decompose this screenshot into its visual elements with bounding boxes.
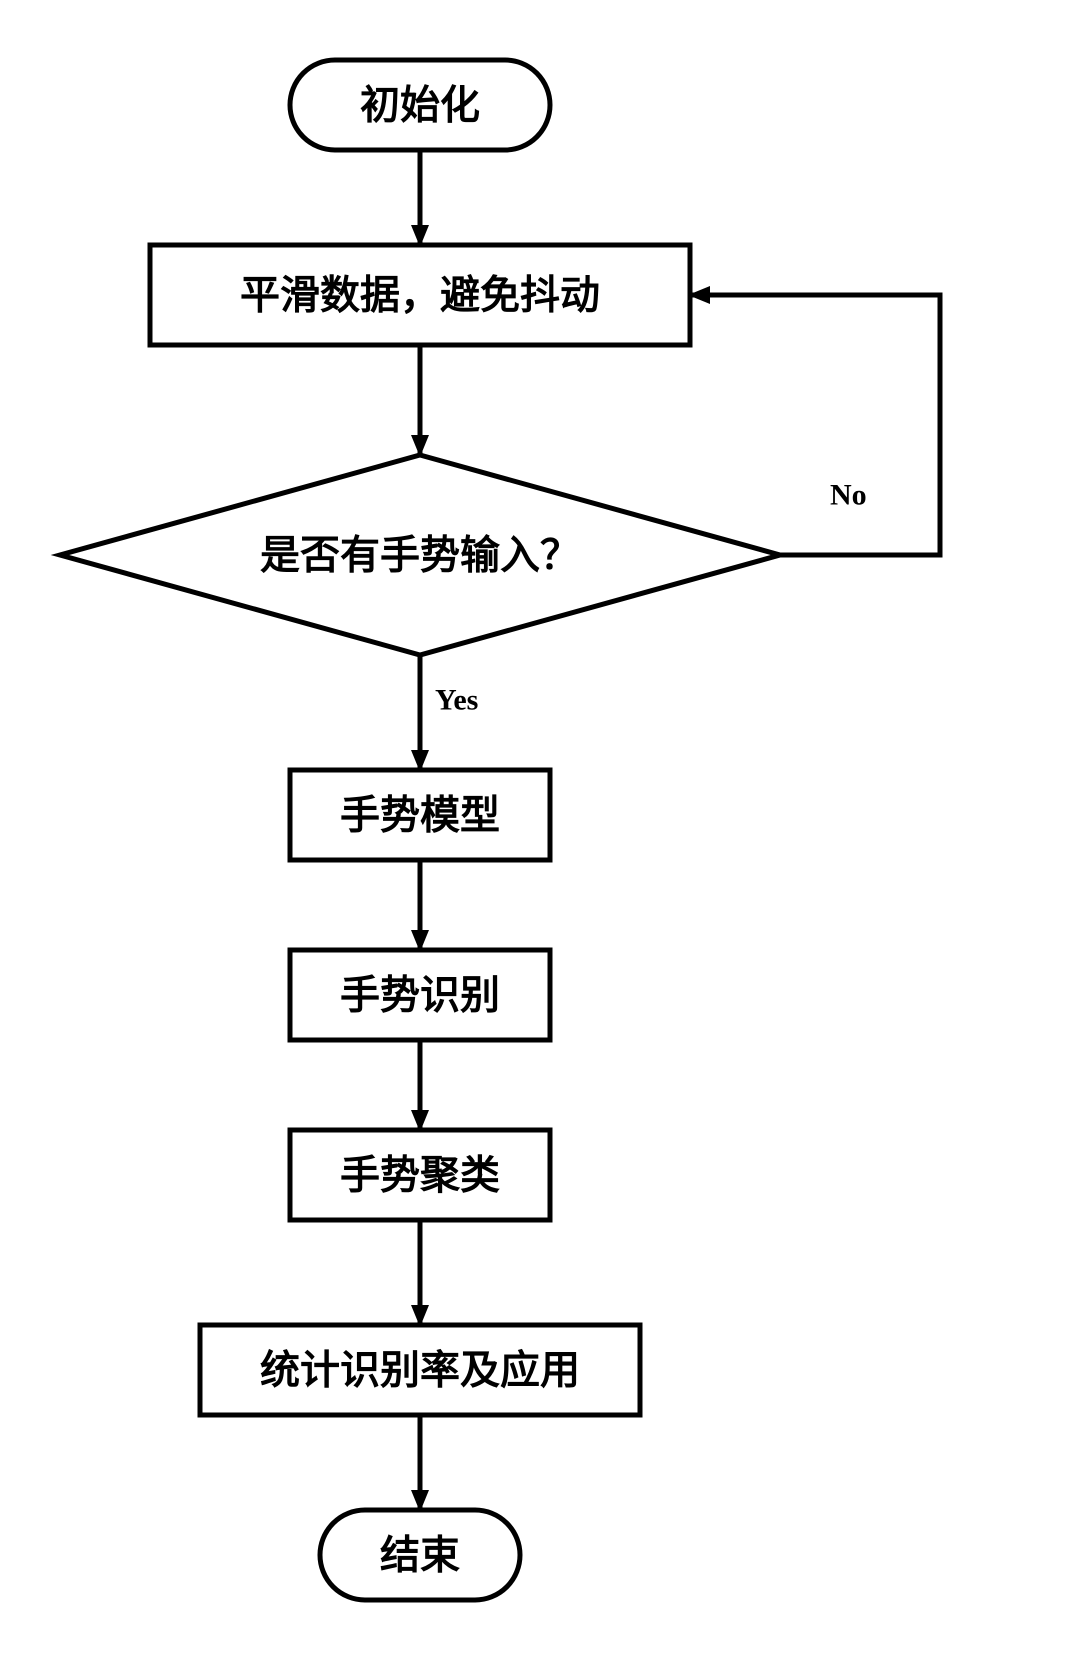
node-label-recog: 手势识别: [340, 973, 500, 1018]
node-label-end: 结束: [380, 1533, 460, 1578]
flow-edge: [690, 295, 940, 555]
node-label-model: 手势模型: [340, 793, 500, 838]
node-label-start: 初始化: [360, 83, 480, 128]
node-label-decision: 是否有手势输入？: [260, 533, 580, 578]
edge-label: Yes: [435, 684, 478, 717]
edge-label: No: [830, 479, 867, 512]
node-label-smooth: 平滑数据，避免抖动: [240, 273, 600, 318]
node-label-stats: 统计识别率及应用: [260, 1348, 580, 1393]
node-label-cluster: 手势聚类: [340, 1153, 500, 1198]
